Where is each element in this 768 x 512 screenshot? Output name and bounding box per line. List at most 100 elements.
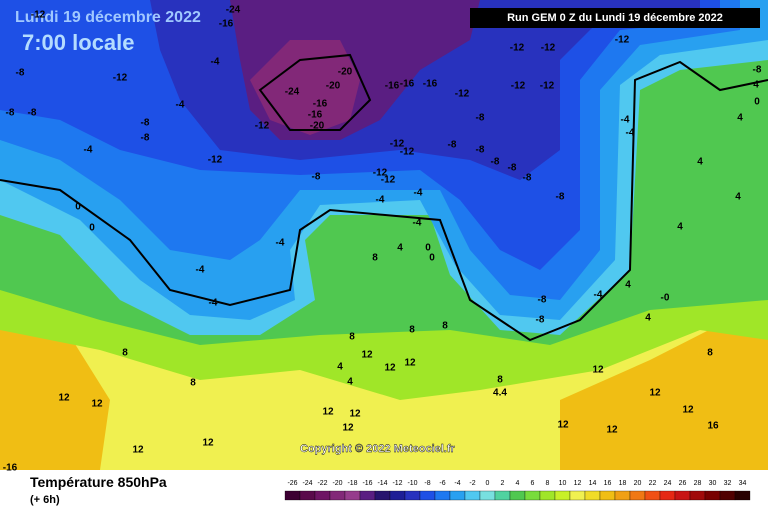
isotherm-label: -4 [413,218,422,229]
isotherm-label: 12 [349,409,361,420]
isotherm-label: 4 [625,280,631,291]
isotherm-label: 12 [557,420,569,431]
legend-swatch [689,490,706,501]
isotherm-label: -8 [16,68,25,79]
legend-swatch [449,490,466,501]
legend-swatch [359,490,376,501]
isotherm-label: -4 [84,145,93,156]
isotherm-label: 4 [753,80,759,91]
legend-swatch [299,490,316,501]
isotherm-label: -16 [423,79,438,90]
isotherm-label: 8 [190,378,196,389]
legend-swatch [614,490,631,501]
legend-tick-label: -18 [347,480,357,487]
isotherm-label: -16 [313,99,328,110]
isotherm-label: -4 [276,238,285,249]
warm-area [560,300,768,470]
isotherm-label: -16 [3,463,18,474]
isotherm-label: -12 [390,139,405,150]
legend-swatch [404,490,421,501]
isotherm-label: -20 [326,81,341,92]
legend-tick-label: 26 [679,480,687,487]
legend-tick-label: -20 [332,480,342,487]
legend-tick-label: 34 [739,480,747,487]
legend-tick-label: 22 [649,480,657,487]
isotherm-label: 12 [682,405,694,416]
isotherm-label: -12 [208,155,223,166]
isotherm-label: 4.4 [493,388,507,399]
isotherm-label: 4 [347,377,353,388]
legend-swatch [674,490,691,501]
isotherm-label: -4 [414,188,423,199]
legend-swatch [524,490,541,501]
isotherm-label: -16 [385,81,400,92]
isotherm-label: -12 [510,43,525,54]
isotherm-label: -12 [615,35,630,46]
isotherm-label: -12 [255,121,270,132]
legend-tick-label: -12 [392,480,402,487]
isotherm-label: 8 [372,253,378,264]
isotherm-label: 12 [322,407,334,418]
legend-tick-label: -16 [362,480,372,487]
legend-tick-label: 6 [531,480,535,487]
isotherm-label: 12 [58,393,70,404]
legend-tick-label: 18 [619,480,627,487]
legend-tick-label: 2 [501,480,505,487]
isotherm-label: 0 [425,243,431,254]
isotherm-label: -8 [312,172,321,183]
legend-tick-label: 8 [546,480,550,487]
isotherm-label: -16 [219,19,234,30]
legend-tick-label: -4 [454,480,460,487]
legend-swatch [419,490,436,501]
isotherm-label: 12 [404,358,416,369]
isotherm-label: -24 [226,5,241,16]
copyright: Copyright © 2022 Meteociel.fr [300,443,456,455]
isotherm-label: -4 [621,115,630,126]
isotherm-label: 8 [707,348,713,359]
run-info: Run GEM 0 Z du Lundi 19 décembre 2022 [507,12,723,24]
legend-tick-label: 10 [559,480,567,487]
isotherm-label: -8 [141,133,150,144]
isotherm-label: 0 [429,253,435,264]
legend-tick-label: -10 [407,480,417,487]
isotherm-label: -8 [141,118,150,129]
time: 7:00 locale [22,30,135,55]
zero-isotherm [0,60,768,342]
isotherm-label: -8 [6,108,15,119]
date: Lundi 19 décembre 2022 [15,9,201,26]
isotherm-label: -8 [536,315,545,326]
legend-tick-label: 4 [516,480,520,487]
isotherm-label: -24 [285,87,300,98]
isotherm-label: 8 [349,332,355,343]
isotherm-label: 8 [122,348,128,359]
isotherm-label: -8 [491,157,500,168]
isotherm-label: -20 [310,121,325,132]
legend-swatch [494,490,511,501]
legend-swatch [584,490,601,501]
isotherm-label: 16 [707,421,719,432]
legend-tick-label: 16 [604,480,612,487]
isotherm-label: -8 [476,113,485,124]
footer-lead: (+ 6h) [30,494,60,506]
isotherm-label: -4 [376,195,385,206]
isotherm-label: 4 [337,362,343,373]
isotherm-label: -8 [448,140,457,151]
isotherm-label: -4 [626,128,635,139]
isotherm-label: -0 [661,293,670,304]
isotherm-label: 12 [384,363,396,374]
legend-swatch [374,490,391,501]
isotherm-label: -12 [373,168,388,179]
isotherm-label: -8 [523,173,532,184]
isotherm-label: -12 [400,147,415,158]
legend-swatch [314,490,331,501]
isotherm-label: 12 [132,445,144,456]
isotherm-label: -12 [540,81,555,92]
isotherm-label: -16 [400,79,415,90]
legend-swatch [599,490,616,501]
isotherm-label: 12 [592,365,604,376]
isotherm-label: 8 [442,321,448,332]
isotherm-label: -20 [338,67,353,78]
isotherm-label: -16 [308,110,323,121]
legend-swatch [434,490,451,501]
